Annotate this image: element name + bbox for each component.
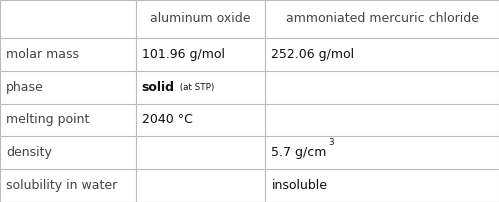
Text: aluminum oxide: aluminum oxide xyxy=(150,13,251,25)
Text: insoluble: insoluble xyxy=(271,179,327,192)
Text: (at STP): (at STP) xyxy=(177,83,215,92)
Text: 101.96 g/mol: 101.96 g/mol xyxy=(142,48,225,61)
Text: 5.7 g/cm: 5.7 g/cm xyxy=(271,146,327,159)
Text: density: density xyxy=(6,146,52,159)
Text: 252.06 g/mol: 252.06 g/mol xyxy=(271,48,355,61)
Text: 3: 3 xyxy=(328,138,333,147)
Text: ammoniated mercuric chloride: ammoniated mercuric chloride xyxy=(286,13,479,25)
Text: melting point: melting point xyxy=(6,114,89,126)
Text: molar mass: molar mass xyxy=(6,48,79,61)
Text: solid: solid xyxy=(142,81,175,94)
Text: 2040 °C: 2040 °C xyxy=(142,114,193,126)
Text: phase: phase xyxy=(6,81,44,94)
Text: solubility in water: solubility in water xyxy=(6,179,117,192)
